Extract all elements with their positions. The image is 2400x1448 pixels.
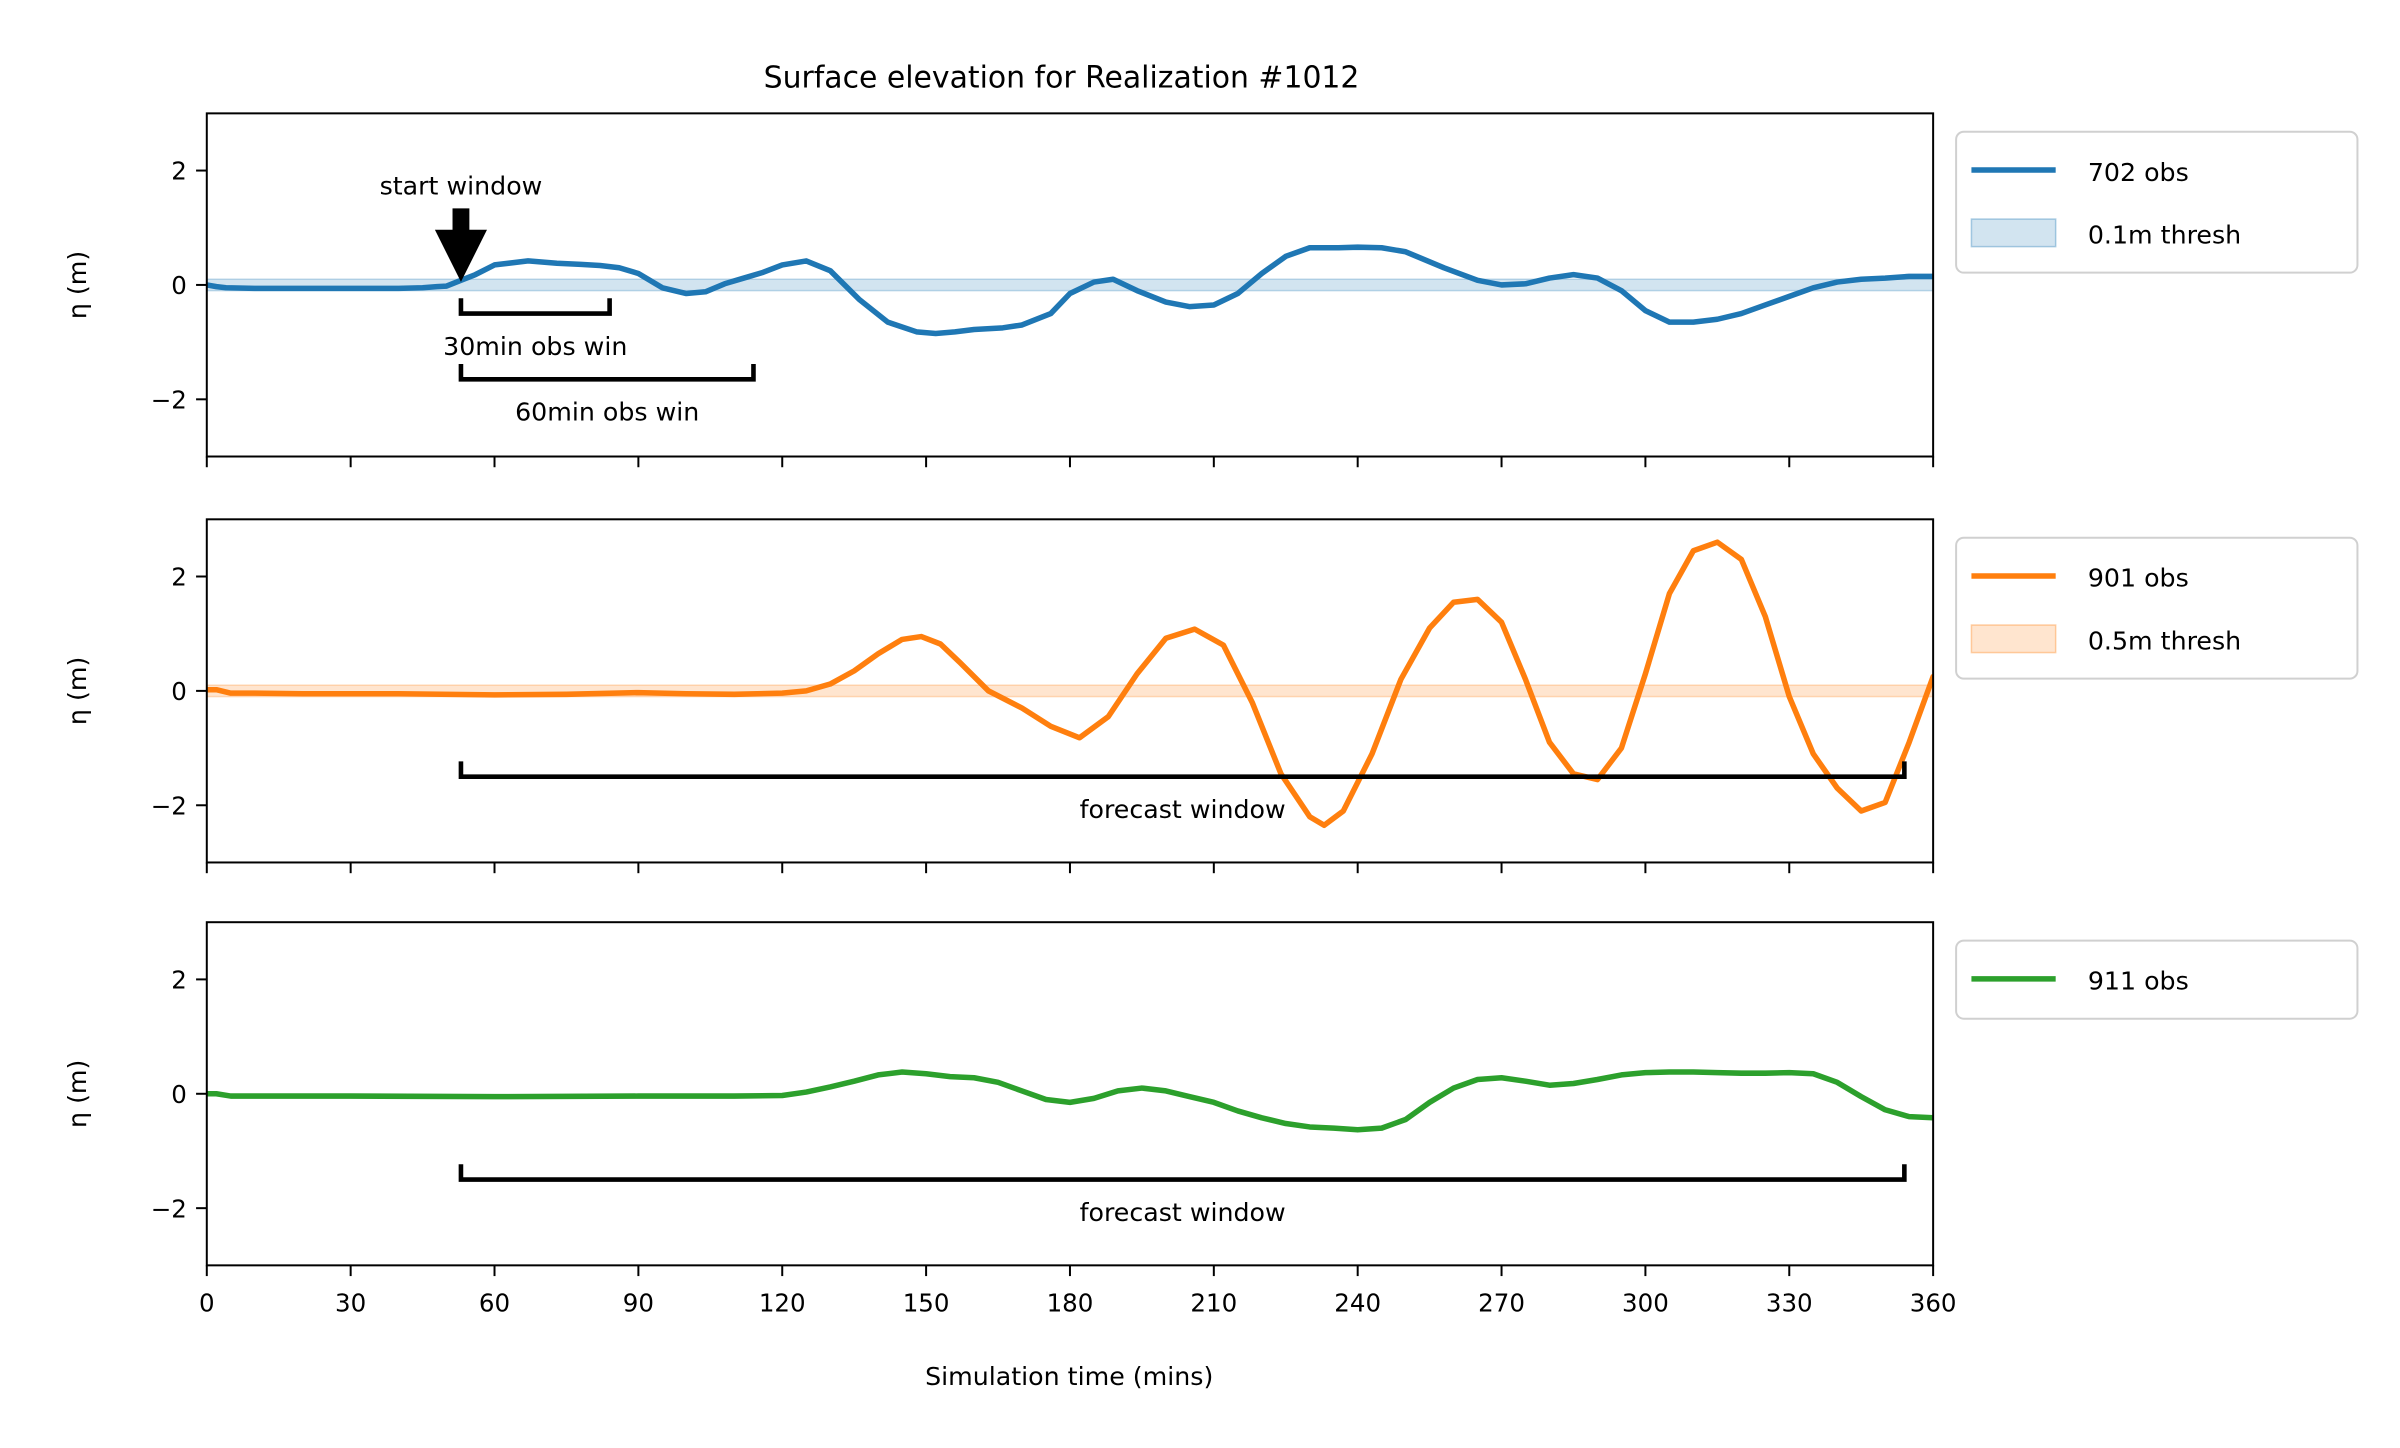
x-tick-label: 270 bbox=[1478, 1288, 1525, 1317]
legend-swatch-band bbox=[1970, 624, 2057, 654]
x-tick-label: 150 bbox=[903, 1288, 950, 1317]
bracket-label: 30min obs win bbox=[443, 332, 627, 361]
legend: 901 obs 0.5m thresh bbox=[1955, 536, 2359, 680]
bracket-30min-obs-win bbox=[458, 298, 612, 316]
x-tick-label: 60 bbox=[479, 1288, 510, 1317]
bracket-label: 60min obs win bbox=[515, 398, 699, 427]
bracket-label: forecast window bbox=[1080, 1198, 1286, 1227]
x-axis-label: Simulation time (mins) bbox=[925, 1362, 1213, 1391]
y-tick-label: 0 bbox=[171, 677, 187, 706]
y-tick-label: 0 bbox=[171, 271, 187, 300]
start-window-label: start window bbox=[380, 172, 543, 201]
x-tick-label: 120 bbox=[759, 1288, 806, 1317]
x-tick-label: 0 bbox=[199, 1288, 215, 1317]
legend-box bbox=[1955, 130, 2359, 274]
y-tick-label: −2 bbox=[151, 386, 187, 415]
bracket-forecast-window bbox=[458, 1164, 1907, 1182]
y-axis-label: η (m) bbox=[63, 1060, 92, 1128]
y-tick-label: 2 bbox=[171, 966, 187, 995]
series-line-702-obs bbox=[206, 244, 1934, 337]
legend-label: 911 obs bbox=[2088, 967, 2189, 996]
x-tick-label: 330 bbox=[1766, 1288, 1813, 1317]
x-tick-label: 300 bbox=[1622, 1288, 1669, 1317]
y-tick-label: 2 bbox=[171, 563, 187, 592]
legend: 911 obs bbox=[1955, 939, 2359, 1020]
legend-box bbox=[1955, 536, 2359, 680]
y-tick-label: 2 bbox=[171, 157, 187, 186]
series-line-901-obs bbox=[206, 539, 1934, 829]
panel-2: forecast window −2 0 2 η (m) 901 obs 0.5m thre… bbox=[63, 518, 2359, 874]
legend-label: 0.5m thresh bbox=[2088, 627, 2241, 656]
threshold-band bbox=[206, 684, 1934, 698]
panels-group: start window 30min obs win 60min obs win −2… bbox=[63, 112, 2359, 1317]
legend-box bbox=[1955, 939, 2359, 1020]
y-tick-label: −2 bbox=[151, 791, 187, 820]
panel-1: start window 30min obs win 60min obs win −2… bbox=[63, 112, 2359, 468]
legend: 702 obs 0.1m thresh bbox=[1955, 130, 2359, 274]
x-tick-label: 180 bbox=[1047, 1288, 1094, 1317]
legend-label: 702 obs bbox=[2088, 158, 2189, 187]
x-tick-label: 30 bbox=[335, 1288, 366, 1317]
legend-label: 901 obs bbox=[2088, 564, 2189, 593]
x-tick-label: 210 bbox=[1190, 1288, 1237, 1317]
bracket-60min-obs-win bbox=[458, 363, 756, 382]
y-axis-label: η (m) bbox=[63, 251, 92, 319]
y-axis-label: η (m) bbox=[63, 657, 92, 725]
x-tick-label: 360 bbox=[1910, 1288, 1957, 1317]
x-tick-label: 240 bbox=[1334, 1288, 1381, 1317]
start-window-arrow bbox=[434, 208, 487, 282]
legend-swatch-band bbox=[1970, 218, 2057, 248]
bracket-label: forecast window bbox=[1080, 795, 1286, 824]
y-tick-label: −2 bbox=[151, 1194, 187, 1223]
legend-label: 0.1m thresh bbox=[2088, 221, 2241, 250]
y-tick-label: 0 bbox=[171, 1080, 187, 1109]
x-tick-label: 90 bbox=[623, 1288, 654, 1317]
bracket-forecast-window bbox=[458, 761, 1907, 779]
chart-title: Surface elevation for Realization #1012 bbox=[764, 60, 1360, 95]
series-line-911-obs bbox=[206, 1069, 1934, 1133]
panel-3: forecast window −2 0 2 η (m) 0 30 60 90 120 150 180… bbox=[63, 921, 2359, 1317]
